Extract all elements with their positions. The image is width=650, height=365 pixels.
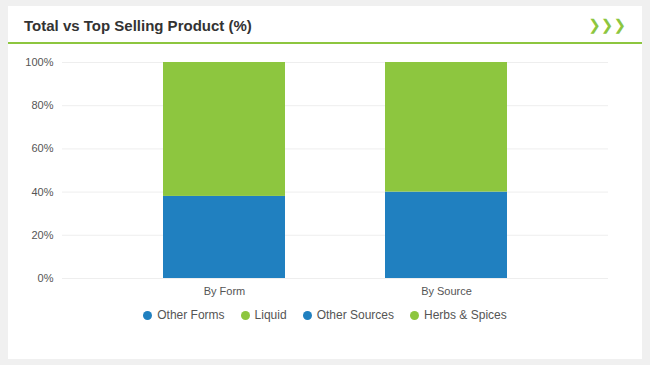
svg-text:By Form: By Form bbox=[204, 285, 246, 297]
html-text:Herbs & Spices: Herbs & Spices bbox=[424, 308, 507, 322]
html-text:Other Sources: Other Sources bbox=[316, 308, 394, 322]
svg-text:60%: 60% bbox=[31, 142, 53, 154]
svg-text:20%: 20% bbox=[31, 229, 53, 241]
html-text:Other Forms: Other Forms bbox=[157, 308, 225, 322]
svg-text:100%: 100% bbox=[25, 56, 53, 68]
svg-text:By Source: By Source bbox=[421, 285, 472, 297]
html-text:Total vs Top Selling Product (: Total vs Top Selling Product (%) bbox=[24, 16, 252, 34]
svg-text:80%: 80% bbox=[31, 99, 53, 111]
svg-text:40%: 40% bbox=[31, 186, 53, 198]
html-text:Liquid: Liquid bbox=[254, 308, 287, 322]
svg-text:0%: 0% bbox=[38, 272, 54, 284]
